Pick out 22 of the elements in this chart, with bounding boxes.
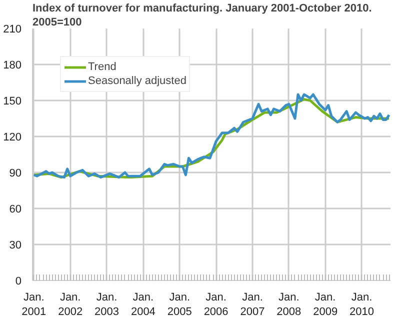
x-tick-label: Jan. 2003 <box>94 292 120 318</box>
y-tick-label: 210 <box>3 24 22 36</box>
x-tick-label: Jan. 2008 <box>276 292 302 318</box>
chart-subtitle: 2005=100 <box>32 16 82 28</box>
legend-label: Trend <box>88 60 116 74</box>
chart-title: Index of turnover for manufacturing. January 2001-October 2010. <box>32 2 372 14</box>
y-tick-label: 120 <box>3 132 22 144</box>
x-tick-label: Jan. 2002 <box>58 292 83 318</box>
x-tick-label: Jan. 2010 <box>350 292 374 318</box>
y-tick-label: 30 <box>9 240 22 252</box>
legend-label: Seasonally adjusted <box>88 74 186 88</box>
x-tick-label: Jan. 2001 <box>22 292 46 318</box>
x-tick-label: Jan. 2006 <box>204 292 228 318</box>
x-tick-label: Jan. 2005 <box>167 292 192 318</box>
y-tick-label: 90 <box>9 168 22 180</box>
y-tick-label: 60 <box>9 204 22 216</box>
y-tick-label: 150 <box>3 96 22 108</box>
x-tick-label: Jan. 2004 <box>130 292 156 318</box>
x-tick-label: Jan. 2007 <box>240 292 265 318</box>
y-tick-label: 180 <box>3 60 22 72</box>
x-tick-label: Jan. 2009 <box>313 292 338 318</box>
y-tick-label: 0 <box>15 276 22 288</box>
